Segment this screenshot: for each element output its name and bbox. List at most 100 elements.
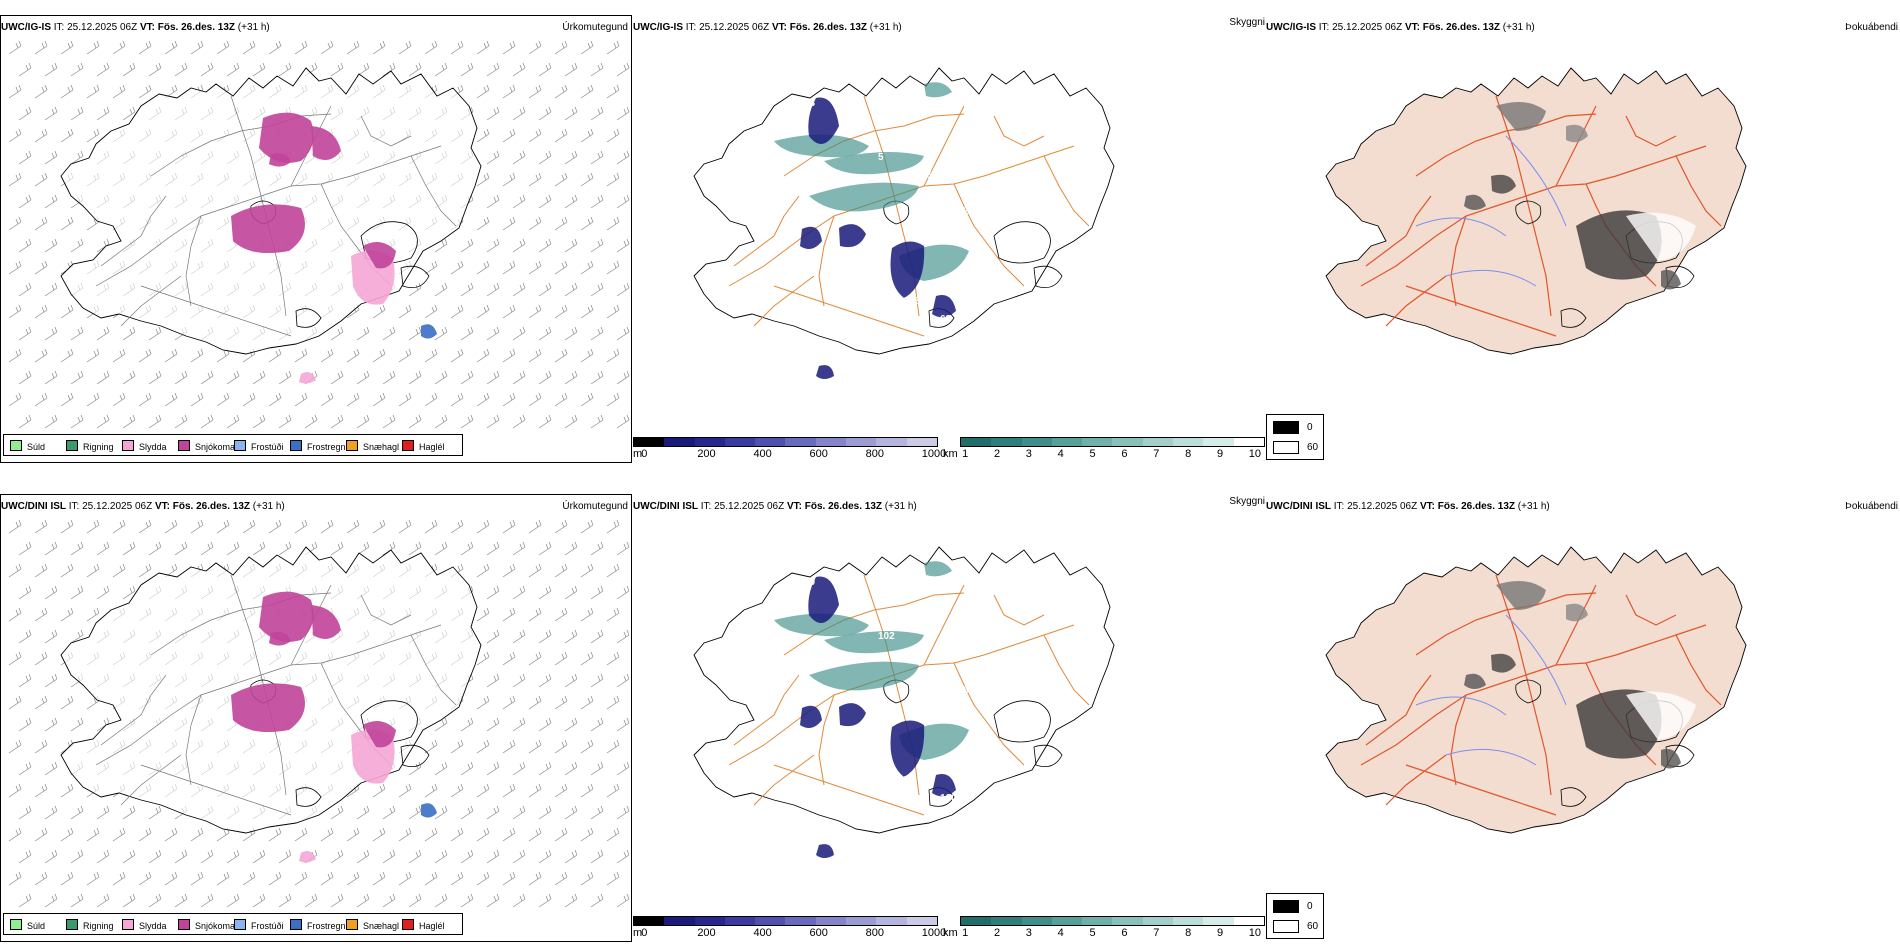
wind-barb bbox=[434, 62, 448, 77]
wind-barb bbox=[408, 761, 422, 776]
wind-barb bbox=[8, 563, 22, 578]
precip-map bbox=[8, 519, 630, 908]
fog-legend-label: 60 bbox=[1307, 442, 1319, 453]
wind-barb bbox=[616, 194, 630, 209]
wind-barb bbox=[450, 392, 464, 407]
wind-barb bbox=[44, 62, 58, 77]
wind-barb bbox=[554, 563, 568, 578]
wind-barb bbox=[564, 326, 578, 341]
wind-barb bbox=[460, 414, 474, 429]
wind-barb bbox=[502, 827, 516, 842]
wind-barb bbox=[8, 260, 22, 275]
wind-barb bbox=[434, 370, 448, 385]
wind-barb bbox=[528, 739, 542, 754]
wind-barb bbox=[216, 392, 230, 407]
glacier-outline bbox=[1033, 744, 1063, 768]
legend-label: Frostúði bbox=[251, 442, 284, 452]
wind-barb bbox=[460, 326, 474, 341]
colorbar-tick-label: 10 bbox=[1248, 927, 1262, 939]
wind-barb bbox=[294, 348, 308, 363]
wind-barb bbox=[538, 585, 552, 600]
wind-barb bbox=[190, 40, 204, 55]
wind-barb bbox=[8, 607, 22, 622]
wind-barb bbox=[606, 827, 620, 842]
wind-barb bbox=[96, 849, 110, 864]
wind-barb bbox=[382, 893, 396, 908]
wind-barb bbox=[34, 172, 48, 187]
legend-item: Haglél bbox=[402, 919, 445, 931]
wind-barb bbox=[476, 739, 490, 754]
wind-barb bbox=[528, 128, 542, 143]
wind-barb bbox=[538, 238, 552, 253]
wind-barb bbox=[538, 106, 552, 121]
wind-barb bbox=[70, 326, 84, 341]
wind-barb bbox=[408, 414, 422, 429]
precip-area bbox=[311, 605, 341, 639]
wind-barb bbox=[112, 827, 126, 842]
colorbar-segment bbox=[906, 917, 937, 925]
wind-barb bbox=[174, 414, 188, 429]
road bbox=[1385, 754, 1447, 806]
wind-barb bbox=[502, 392, 516, 407]
wind-barb bbox=[86, 827, 100, 842]
precip-map bbox=[8, 40, 630, 429]
wind-barb bbox=[512, 673, 526, 688]
wind-barb bbox=[528, 216, 542, 231]
road bbox=[953, 183, 1025, 287]
wind-barb bbox=[70, 150, 84, 165]
wind-barb bbox=[434, 282, 448, 297]
ceiling-header: UWC/DINI ISL IT: 25.12.2025 06Z VT: Fös.… bbox=[633, 501, 917, 512]
precip-area bbox=[299, 851, 316, 863]
wind-barb bbox=[8, 40, 22, 55]
colorbar-segment bbox=[634, 917, 665, 925]
ceiling-value-label: 65 bbox=[805, 847, 817, 858]
wind-barb bbox=[112, 348, 126, 363]
colorbar-tick-label: 2 bbox=[993, 448, 1001, 460]
precip-header: UWC/DINI ISL IT: 25.12.2025 06Z VT: Fös.… bbox=[1, 501, 285, 512]
wind-barb bbox=[554, 128, 568, 143]
wind-barb bbox=[252, 893, 266, 908]
wind-barb bbox=[424, 260, 438, 275]
wind-barb bbox=[450, 739, 464, 754]
wind-barb bbox=[174, 541, 188, 556]
wind-barb bbox=[616, 893, 630, 908]
colorbar-segment bbox=[815, 917, 847, 925]
wind-barb bbox=[424, 304, 438, 319]
wind-barb bbox=[564, 62, 578, 77]
wind-barb bbox=[538, 893, 552, 908]
wind-barb bbox=[44, 717, 58, 732]
wind-barb bbox=[164, 40, 178, 55]
wind-barb bbox=[450, 260, 464, 275]
wind-barb bbox=[372, 40, 386, 55]
colorbar-tick-label: 5 bbox=[1089, 927, 1096, 939]
wind-barb bbox=[86, 84, 100, 99]
ceiling-value-label: 80 bbox=[804, 577, 816, 588]
precip-header: UWC/IG-IS IT: 25.12.2025 06Z VT: Fös. 26… bbox=[1, 22, 270, 33]
wind-barb bbox=[486, 62, 500, 77]
low-ceiling-area bbox=[932, 774, 956, 797]
wind-barb bbox=[320, 827, 334, 842]
wind-barb bbox=[450, 871, 464, 886]
fog-header: UWC/IG-IS IT: 25.12.2025 06Z VT: Fös. 26… bbox=[1266, 22, 1535, 33]
fog-area bbox=[1661, 748, 1681, 769]
precip-area bbox=[231, 683, 305, 733]
road bbox=[993, 115, 1045, 147]
wind-barb bbox=[580, 563, 594, 578]
wind-barb bbox=[616, 238, 630, 253]
wind-barb bbox=[580, 392, 594, 407]
fog-legend-label: 0 bbox=[1307, 422, 1313, 433]
visibility-colorbar bbox=[960, 916, 1265, 926]
road bbox=[185, 215, 202, 307]
wind-barb bbox=[226, 849, 240, 864]
ceiling-value-label: 47 bbox=[841, 595, 853, 606]
wind-barb bbox=[528, 172, 542, 187]
legend-item: Rigning bbox=[66, 919, 114, 931]
road bbox=[410, 155, 457, 227]
ceiling-value-label: 95 bbox=[854, 847, 866, 858]
wind-barb bbox=[486, 629, 500, 644]
wind-barb bbox=[70, 238, 84, 253]
wind-barb bbox=[512, 585, 526, 600]
river bbox=[1505, 614, 1567, 706]
wind-barb bbox=[346, 392, 360, 407]
wind-barb bbox=[18, 673, 32, 688]
